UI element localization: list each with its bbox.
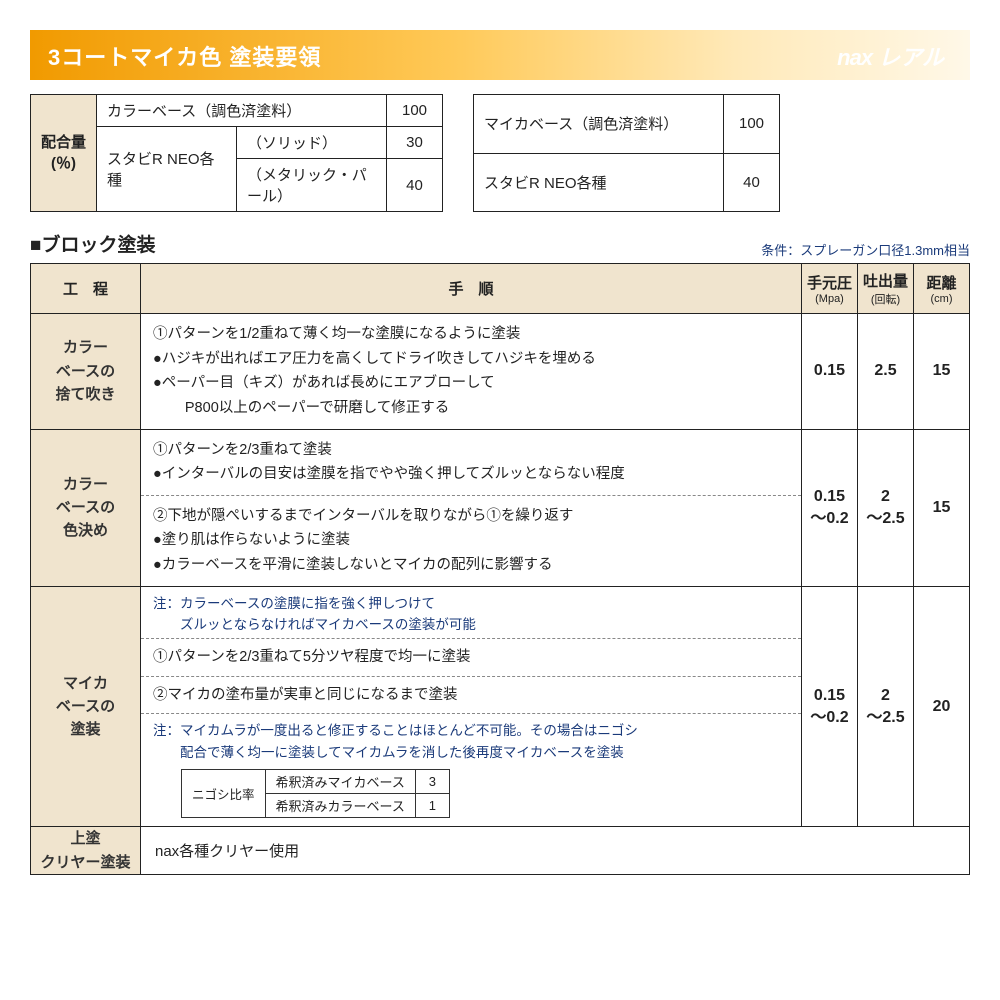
steps-cell: ①パターンを1/2重ねて薄く均一な塗膜になるように塗装 ●ハジキが出ればエア圧力…: [141, 314, 802, 430]
final-step-text: nax各種クリヤー使用: [141, 827, 970, 875]
brand-name: レアル: [878, 45, 944, 70]
ratio-type: （メタリック・パール）: [237, 159, 387, 212]
step-line: ①パターンを2/3重ねて5分ツヤ程度で均一に塗装: [153, 645, 789, 670]
steps-cell: ①パターンを2/3重ねて塗装 ●インターバルの目安は塗膜を指でやや強く押してズル…: [141, 429, 802, 586]
th-distance: 距離 (cm): [914, 264, 970, 314]
condition-note: 条件：スプレーガン口径1.3mm相当: [761, 240, 970, 259]
distance-value: 15: [914, 314, 970, 430]
step-line: ●ハジキが出ればエア圧力を高くしてドライ吹きしてハジキを埋める: [153, 347, 789, 372]
distance-value: 15: [914, 429, 970, 586]
brand: nax レアル: [837, 40, 944, 72]
ratio-row-label: マイカベース（調色済塗料）: [474, 95, 724, 154]
page-title: 3コートマイカ色 塗装要領: [48, 40, 321, 72]
process-table: 工 程 手 順 手元圧 (Mpa) 吐出量 (回転) 距離 (cm) カラー ベ…: [30, 263, 970, 875]
ratio-type: （ソリッド）: [237, 127, 387, 159]
process-cell: カラー ベースの 捨て吹き: [31, 314, 141, 430]
output-value: 2 〜2.5: [858, 586, 914, 827]
ratio-value: 100: [724, 95, 780, 154]
mini-value: 3: [415, 770, 449, 794]
ratio-value: 40: [387, 159, 443, 212]
step-line: ●カラーベースを平滑に塗装しないとマイカの配列に影響する: [153, 553, 789, 578]
mini-row: 希釈済みカラーベース: [265, 794, 415, 818]
th-steps: 手 順: [141, 264, 802, 314]
process-cell: カラー ベースの 色決め: [31, 429, 141, 586]
ratio-row-label: カラーベース（調色済塗料）: [97, 95, 387, 127]
warning-note: 注：マイカムラが一度出ると修正することはほとんど不可能。その場合はニゴシ 配合で…: [141, 714, 801, 765]
step-line: ●塗り肌は作らないように塗装: [153, 528, 789, 553]
steps-cell: 注：カラーベースの塗膜に指を強く押しつけて ズルッとならなければマイカベースの塗…: [141, 586, 802, 827]
ratio-table-right: マイカベース（調色済塗料） 100 スタビR NEO各種 40: [473, 94, 780, 212]
output-value: 2.5: [858, 314, 914, 430]
table-header-row: 工 程 手 順 手元圧 (Mpa) 吐出量 (回転) 距離 (cm): [31, 264, 970, 314]
mini-row: 希釈済みマイカベース: [265, 770, 415, 794]
mini-label: ニゴシ比率: [182, 770, 266, 818]
section-header: ■ブロック塗装 条件：スプレーガン口径1.3mm相当: [30, 230, 970, 263]
step-line: ●ペーパー目（キズ）があれば長めにエアブローして P800以上のペーパーで研磨し…: [153, 371, 789, 420]
process-cell: 上塗 クリヤー塗装: [31, 827, 141, 875]
nigoshi-ratio-table: ニゴシ比率 希釈済みマイカベース 3 希釈済みカラーベース 1: [181, 769, 450, 818]
step-line: ①パターンを1/2重ねて薄く均一な塗膜になるように塗装: [153, 322, 789, 347]
ratio-label: 配合量 (％): [31, 95, 97, 212]
th-output: 吐出量 (回転): [858, 264, 914, 314]
ratio-row-label: スタビR NEO各種: [97, 127, 237, 212]
ratio-tables: 配合量 (％) カラーベース（調色済塗料） 100 スタビR NEO各種 （ソリ…: [30, 94, 970, 212]
pressure-value: 0.15 〜0.2: [802, 586, 858, 827]
pressure-value: 0.15: [802, 314, 858, 430]
table-row: マイカ ベースの 塗装 注：カラーベースの塗膜に指を強く押しつけて ズルッとなら…: [31, 586, 970, 827]
output-value: 2 〜2.5: [858, 429, 914, 586]
distance-value: 20: [914, 586, 970, 827]
step-line: ●インターバルの目安は塗膜を指でやや強く押してズルッとならない程度: [153, 462, 789, 487]
ratio-table-left: 配合量 (％) カラーベース（調色済塗料） 100 スタビR NEO各種 （ソリ…: [30, 94, 443, 212]
ratio-row-label: スタビR NEO各種: [474, 153, 724, 212]
step-line: ②マイカの塗布量が実車と同じになるまで塗装: [153, 683, 789, 708]
brand-prefix: nax: [837, 45, 872, 70]
table-row: カラー ベースの 捨て吹き ①パターンを1/2重ねて薄く均一な塗膜になるように塗…: [31, 314, 970, 430]
ratio-value: 40: [724, 153, 780, 212]
ratio-value: 30: [387, 127, 443, 159]
process-cell: マイカ ベースの 塗装: [31, 586, 141, 827]
ratio-value: 100: [387, 95, 443, 127]
th-pressure: 手元圧 (Mpa): [802, 264, 858, 314]
pressure-value: 0.15 〜0.2: [802, 429, 858, 586]
header-bar: 3コートマイカ色 塗装要領 nax レアル: [30, 30, 970, 80]
table-row: カラー ベースの 色決め ①パターンを2/3重ねて塗装 ●インターバルの目安は塗…: [31, 429, 970, 586]
warning-note: 注：カラーベースの塗膜に指を強く押しつけて ズルッとならなければマイカベースの塗…: [141, 587, 801, 638]
mini-value: 1: [415, 794, 449, 818]
step-line: ①パターンを2/3重ねて塗装: [153, 438, 789, 463]
section-title: ■ブロック塗装: [30, 230, 155, 257]
table-row: 上塗 クリヤー塗装 nax各種クリヤー使用: [31, 827, 970, 875]
th-process: 工 程: [31, 264, 141, 314]
step-line: ②下地が隠ぺいするまでインターバルを取りながら①を繰り返す: [153, 504, 789, 529]
